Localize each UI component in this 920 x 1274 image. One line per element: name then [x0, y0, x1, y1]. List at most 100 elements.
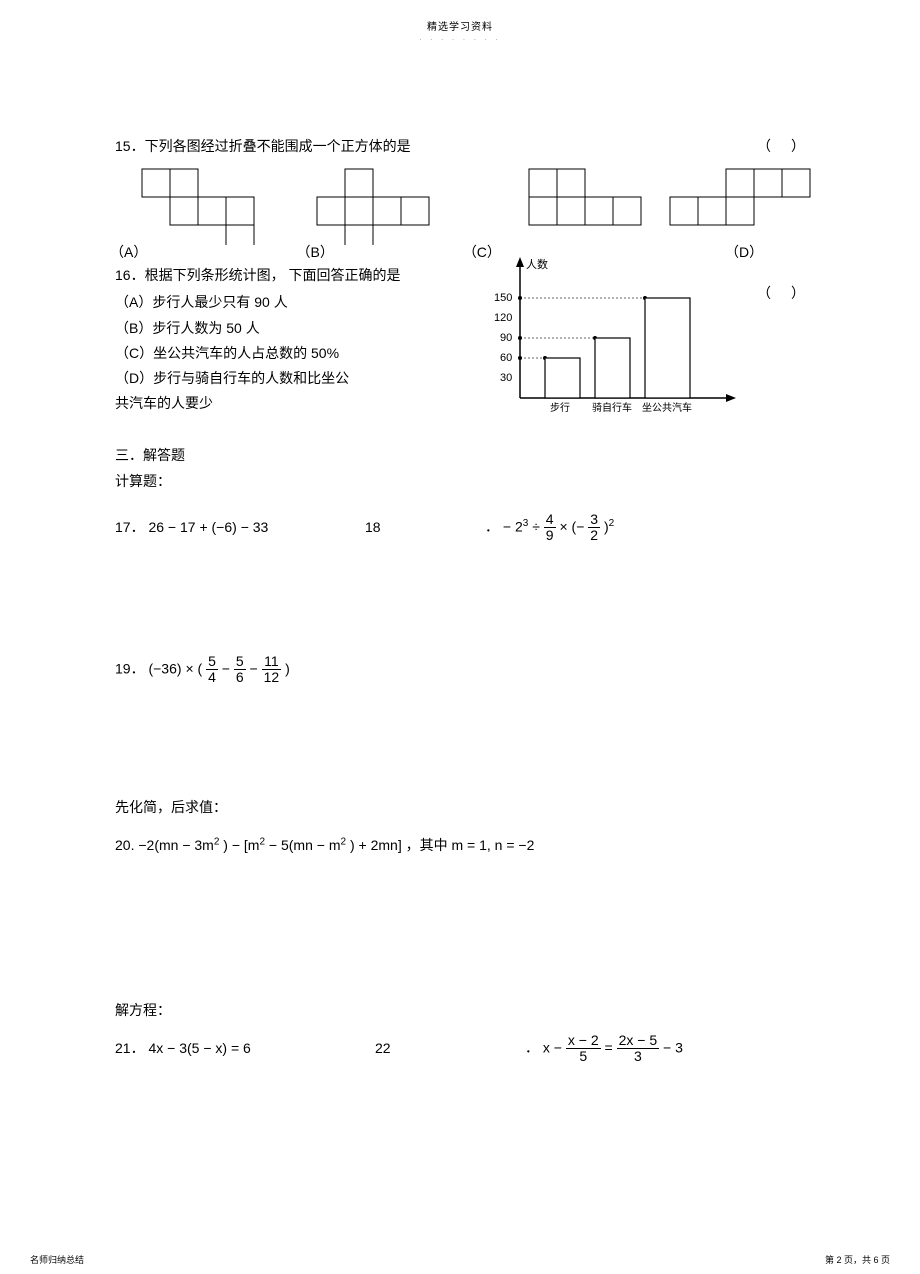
q22-x: x − — [543, 1039, 562, 1055]
q18: ． − 23 ÷ 49 × (− 32 )2 — [485, 512, 614, 544]
ytick-120: 120 — [494, 312, 512, 324]
paren-close: ） — [791, 285, 825, 301]
header-dots: · · · · · · · · — [0, 35, 920, 44]
q19-times: × — [185, 660, 193, 676]
q17-expr: 26 − 17 + (−6) − 33 — [148, 519, 268, 535]
simplify-title: 先化简，后求值： — [115, 795, 820, 820]
q22-dot: ． — [525, 1039, 539, 1055]
q20-num: 20. — [115, 837, 134, 853]
q22-num: 22 — [375, 1036, 525, 1061]
ytick-60: 60 — [500, 352, 512, 364]
q20: 20. −2(mn − 3m2 ) − [m2 − 5(mn − m2 ) + … — [115, 833, 820, 858]
q15-paren: （） — [757, 134, 825, 159]
q16-opt-d2: 共汽车的人要少 — [115, 391, 480, 416]
q22-tail: − 3 — [663, 1039, 683, 1055]
ytick-90: 90 — [500, 332, 512, 344]
paren-close: ） — [791, 138, 825, 154]
q18-f1n: 4 — [544, 512, 556, 528]
q21-22-row: 21． 4x − 3(5 − x) = 6 22 ． x − x − 25 = … — [115, 1033, 820, 1065]
q19: 19． (−36) × ( 54 − 56 − 1112 ) — [115, 654, 820, 686]
q20-s1: 2 — [214, 836, 220, 847]
q16-chart: 30 60 90 120 150 人数 — [490, 253, 750, 423]
q19-m2: − — [250, 660, 258, 676]
sec3-title: 三．解答题 — [115, 443, 820, 468]
q19-lp: ( — [198, 660, 203, 676]
q22-f2d: 3 — [617, 1049, 660, 1064]
q19-f2n: 5 — [234, 654, 246, 670]
q16-opt-c: （C）坐公共汽车的人占总数的 50% — [115, 341, 480, 366]
q16-chart-wrap: （） 30 60 90 120 150 人数 — [480, 263, 820, 431]
q16-paren: （） — [757, 281, 825, 306]
q20-d: ) + 2mn] — [350, 837, 402, 853]
q22-f2n: 2x − 5 — [617, 1033, 660, 1049]
q18-f1d: 9 — [544, 528, 556, 543]
q20-s2: 2 — [259, 836, 265, 847]
q19-rp: ) — [285, 660, 290, 676]
q22: ． x − x − 25 = 2x − 53 − 3 — [525, 1033, 683, 1065]
q16-opt-d: （D）步行与骑自行车的人数和比坐公 — [115, 366, 480, 391]
q19-a: (−36) — [148, 660, 181, 676]
q22-eq: = — [605, 1039, 613, 1055]
q17-num: 17． — [115, 519, 145, 535]
q18-f2d: 2 — [588, 528, 600, 543]
q22-f1d: 5 — [566, 1049, 601, 1064]
net-b-group: （B） — [297, 165, 488, 255]
net-d-svg — [660, 165, 820, 245]
q15-nets: （A） （B） — [110, 165, 820, 255]
q20-cond: ，其中 m = 1, n = −2 — [406, 837, 535, 853]
q19-f3n: 11 — [262, 654, 282, 670]
q15-text: 15．下列各图经过折叠不能围成一个正方体的是 （） — [115, 134, 820, 159]
q17: 17． 26 − 17 + (−6) − 33 — [115, 515, 365, 540]
q18-num: 18 — [365, 515, 485, 540]
q21: 21． 4x − 3(5 − x) = 6 — [115, 1036, 375, 1061]
q18-div: ÷ — [532, 518, 540, 534]
footer-right: 第 2 页，共 6 页 — [825, 1253, 890, 1266]
ytick-30: 30 — [500, 372, 512, 384]
q18-dot: ． — [485, 518, 499, 534]
q20-s3: 2 — [341, 836, 347, 847]
xlabel-bus: 坐公共汽车 — [642, 401, 692, 414]
xlabel-bike: 骑自行车 — [592, 401, 632, 414]
q19-f2d: 6 — [234, 670, 246, 685]
opt-b-label: （B） — [297, 240, 334, 265]
q18-f2n: 3 — [588, 512, 600, 528]
net-a-group: （A） — [110, 165, 297, 255]
paren-open: （ — [757, 285, 791, 301]
q15-question: 15．下列各图经过折叠不能围成一个正方体的是 — [115, 138, 411, 154]
footer-left: 名师归纳总结 — [30, 1253, 84, 1266]
q18-exp2: 2 — [609, 518, 615, 529]
net-a-svg — [128, 165, 278, 245]
q19-num: 19． — [115, 660, 145, 676]
calc-title: 计算题： — [115, 469, 820, 494]
q16-left: 16．根据下列条形统计图， 下面回答正确的是 （A）步行人最少只有 90 人 （… — [115, 263, 480, 416]
q16-question: 16．根据下列条形统计图， 下面回答正确的是 — [115, 267, 400, 283]
q18-times: × — [559, 518, 567, 534]
page-header: 精选学习资料 — [0, 0, 920, 33]
xlabel-walk: 步行 — [550, 401, 570, 414]
y-axis-label: 人数 — [526, 258, 548, 271]
net-b-svg — [307, 165, 477, 245]
net-c-svg — [499, 165, 649, 255]
net-d-group: （D） — [660, 165, 820, 255]
opt-a-label: （A） — [110, 240, 147, 265]
q18-neg2: − 2 — [503, 518, 523, 534]
q21-num: 21． — [115, 1040, 145, 1056]
content-area: 15．下列各图经过折叠不能围成一个正方体的是 （） （A） — [0, 44, 920, 1065]
q20-b: ) − [m — [223, 837, 259, 853]
q22-f1n: x − 2 — [566, 1033, 601, 1049]
q18-lp: (− — [572, 518, 585, 534]
q20-c: − 5(mn − m — [269, 837, 341, 853]
paren-open: （ — [757, 138, 791, 154]
q19-m1: − — [222, 660, 230, 676]
q19-f3d: 12 — [262, 670, 282, 685]
q16-opt-b: （B）步行人数为 50 人 — [115, 316, 480, 341]
q20-a: −2(mn − 3m — [138, 837, 213, 853]
q19-f1n: 5 — [206, 654, 218, 670]
q16-row: 16．根据下列条形统计图， 下面回答正确的是 （A）步行人最少只有 90 人 （… — [115, 263, 820, 431]
q19-f1d: 4 — [206, 670, 218, 685]
q21-expr: 4x − 3(5 − x) = 6 — [148, 1040, 250, 1056]
q17-18-row: 17． 26 − 17 + (−6) − 33 18 ． − 23 ÷ 49 ×… — [115, 512, 820, 544]
net-c-group: （C） — [488, 165, 660, 255]
ytick-150: 150 — [494, 292, 512, 304]
q18-exp3: 3 — [523, 518, 529, 529]
